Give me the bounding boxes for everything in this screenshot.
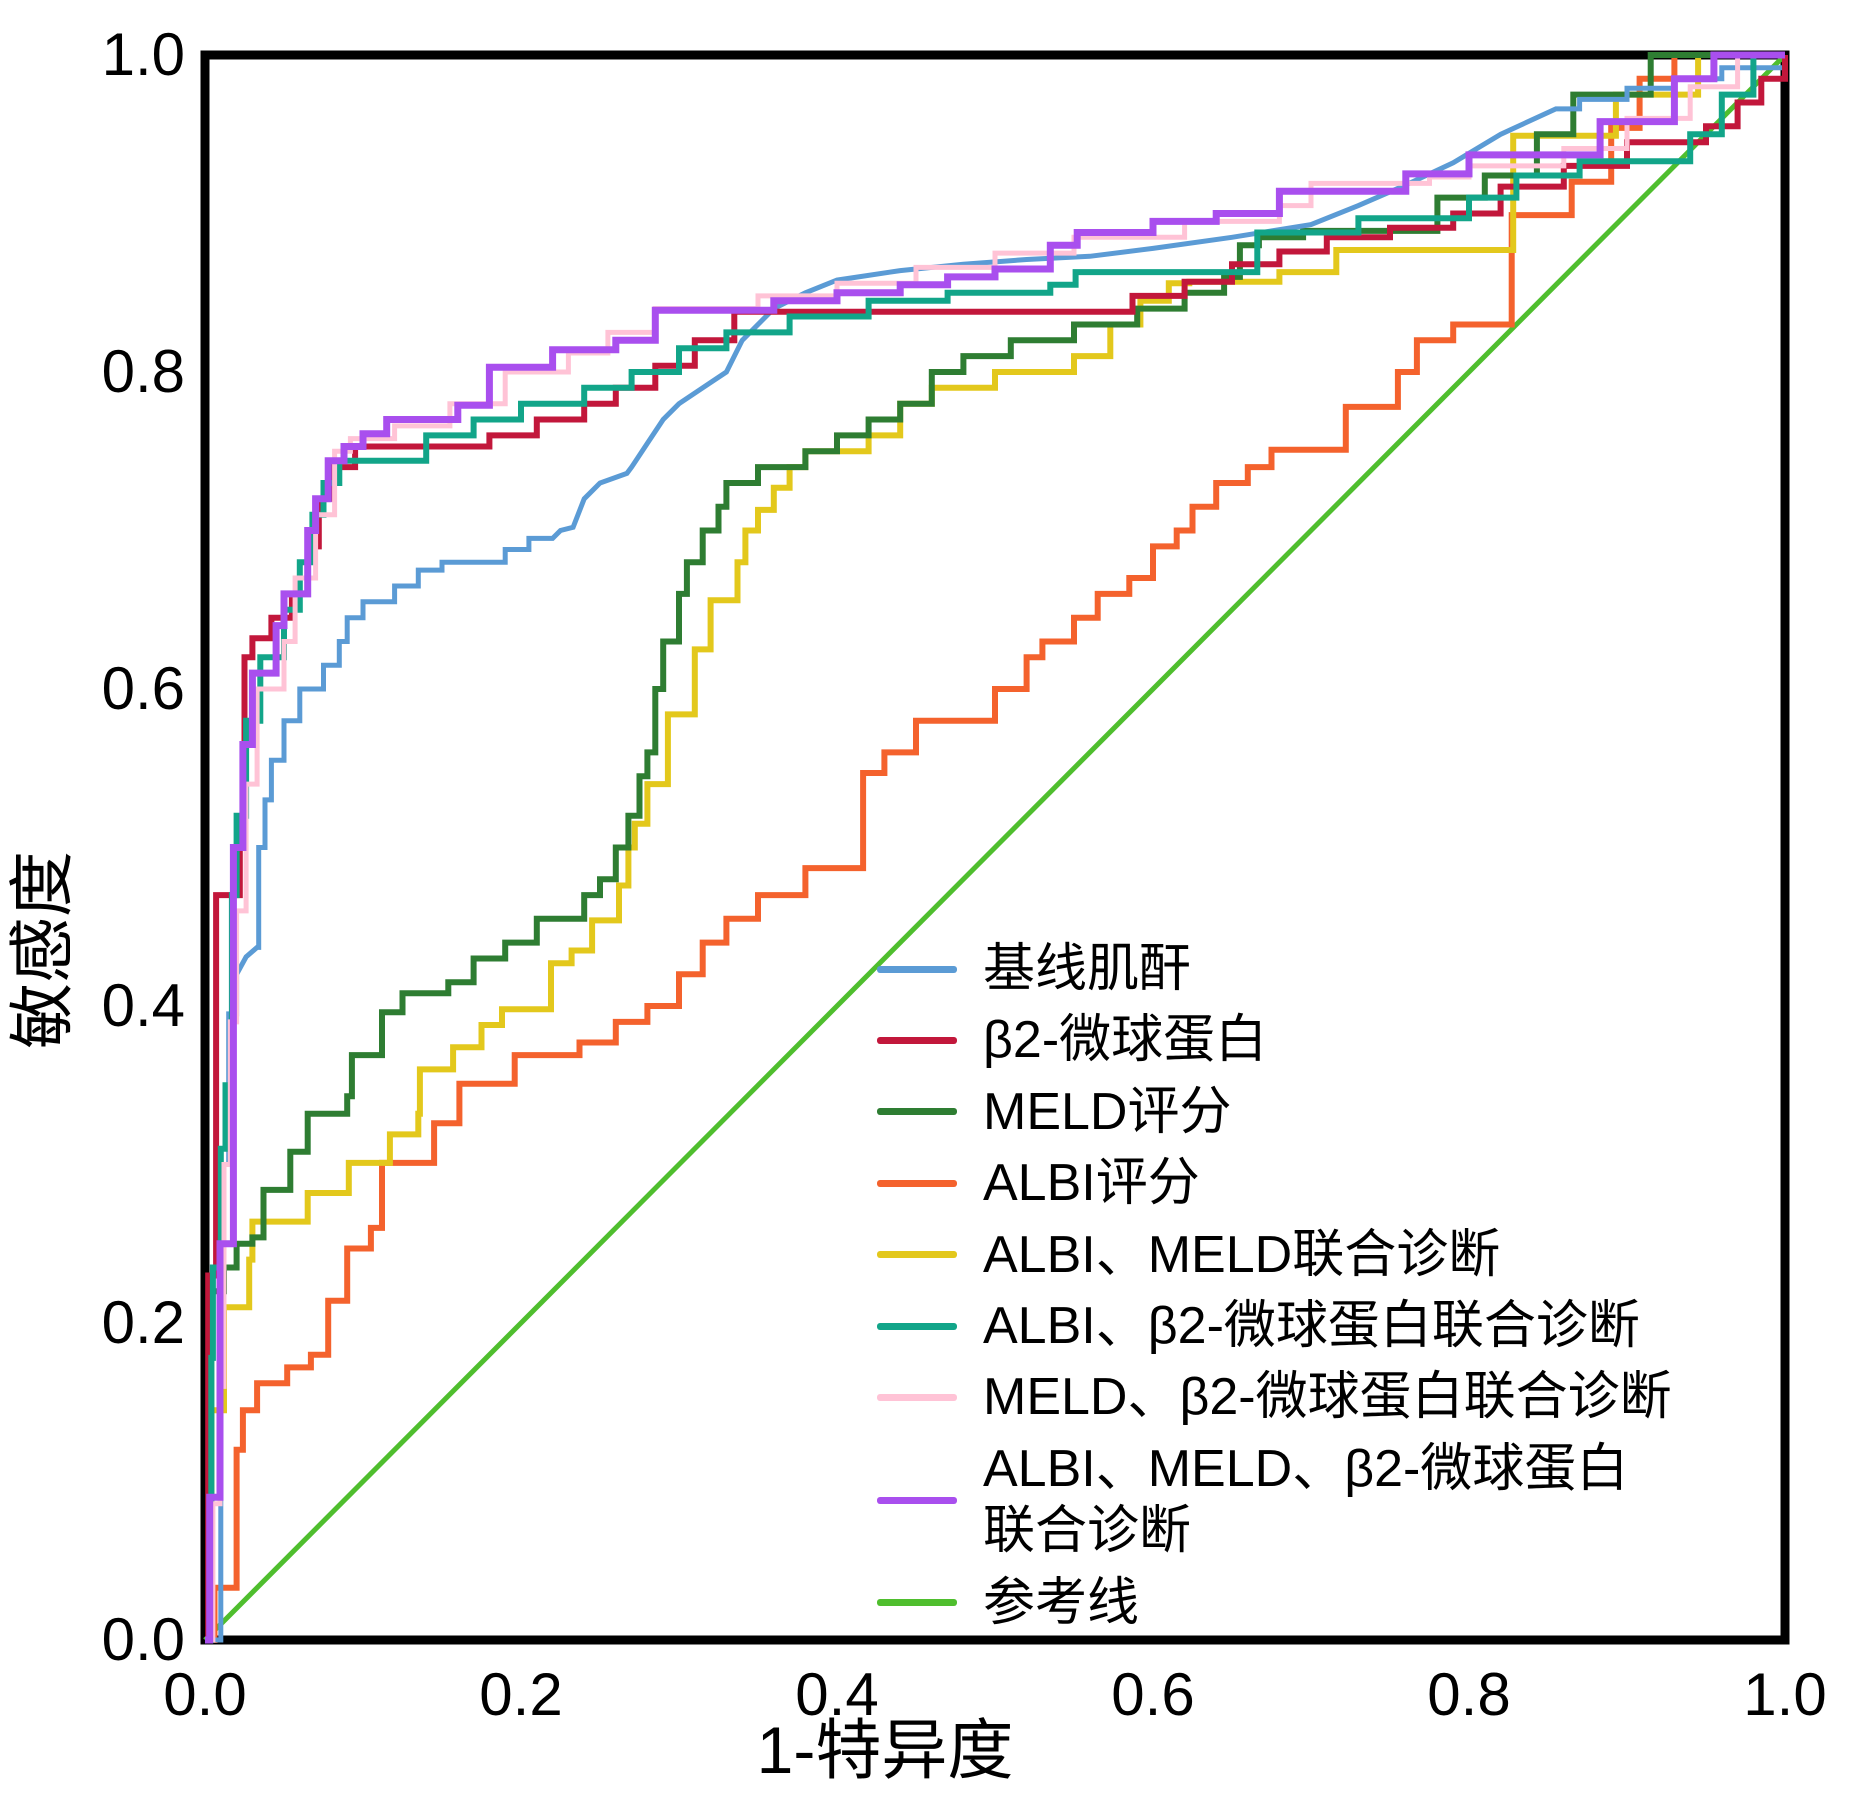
legend-swatch-icon [877,1394,957,1402]
x-tick-label: 0.2 [479,1661,563,1728]
legend-swatch-icon [877,1496,957,1504]
legend-swatch-icon [877,965,957,973]
x-tick-label: 0.6 [1111,1661,1195,1728]
legend-label: β2-微球蛋白 [983,1011,1268,1070]
legend-label: 参考线 [983,1573,1140,1632]
x-tick-label: 0.0 [163,1661,247,1728]
y-tick-label: 0.0 [101,1606,185,1673]
legend-swatch-icon [877,1322,957,1330]
roc-curve-3 [205,52,1785,1643]
legend-label: ALBI、MELD联合诊断 [983,1225,1501,1284]
x-tick-label: 1.0 [1743,1661,1827,1728]
y-axis-title: 敏感度 [5,851,79,1049]
legend-swatch-icon [877,1251,957,1259]
legend-item-2: MELD评分 [877,1081,1672,1143]
legend-item-1: β2-微球蛋白 [877,1009,1672,1071]
legend-item-0: 基线肌酐 [877,938,1672,1000]
legend-label: MELD、β2-微球蛋白联合诊断 [983,1368,1672,1427]
legend-label: ALBI、MELD、β2-微球蛋白 联合诊断 [983,1439,1629,1561]
legend-swatch-icon [877,1179,957,1187]
legend-swatch-icon [877,1108,957,1116]
legend-item-7: ALBI、MELD、β2-微球蛋白 联合诊断 [877,1438,1672,1563]
legend-item-8: 参考线 [877,1572,1672,1634]
y-tick-label: 1.0 [101,21,185,88]
legend-swatch-icon [877,1599,957,1607]
legend: 基线肌酐 β2-微球蛋白 MELD评分 ALBI评分 ALBI、MELD联合诊断 ALBI… [877,938,1672,1643]
legend-label: ALBI评分 [983,1154,1200,1213]
legend-label: 基线肌酐 [983,940,1192,998]
y-tick-label: 0.6 [101,655,185,722]
legend-item-4: ALBI、MELD联合诊断 [877,1224,1672,1286]
legend-swatch-icon [877,1037,957,1045]
roc-curve-2 [205,52,1785,1643]
legend-label: MELD评分 [983,1082,1232,1141]
legend-item-5: ALBI、β2-微球蛋白联合诊断 [877,1295,1672,1357]
roc-curve-0 [205,55,1788,1643]
y-tick-label: 0.8 [101,338,185,405]
x-tick-label: 0.8 [1427,1661,1511,1728]
legend-item-3: ALBI评分 [877,1152,1672,1214]
plot-border [200,50,1790,1645]
legend-label: ALBI、β2-微球蛋白联合诊断 [983,1296,1640,1355]
x-tick-label: 0.4 [795,1661,879,1728]
roc-curve-7 [205,51,1785,1644]
roc-curve-4 [205,52,1785,1643]
roc-curve-1 [205,55,1788,1643]
x-axis-title: 1-特异度 [756,1713,1014,1787]
roc-curve-8 [203,53,1787,1642]
legend-item-6: MELD、β2-微球蛋白联合诊断 [877,1366,1672,1428]
y-tick-label: 0.4 [101,972,185,1039]
y-tick-label: 0.2 [101,1289,185,1356]
